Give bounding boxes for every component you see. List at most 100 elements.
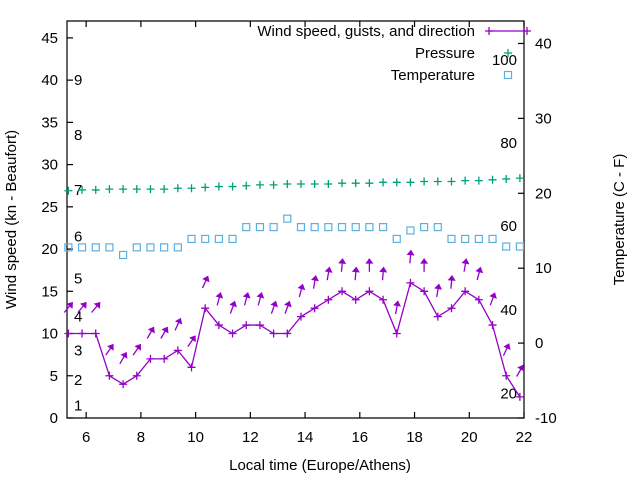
wind-speed-point [105,371,114,380]
y-axis-tick-label: 30 [41,157,58,174]
wind-speed-point [255,321,264,330]
wind-speed-point [502,371,511,380]
fahrenheit-label: 100 [492,52,517,69]
legend-label-0: Wind speed, gusts, and direction [257,23,475,40]
wind-direction-arrow [91,302,101,313]
pressure-point [132,185,141,194]
wind-speed-point [187,363,196,372]
y-axis-tick-label: 0 [50,410,58,427]
fahrenheit-label: 40 [500,302,517,319]
wind-speed-point [351,295,360,304]
wind-speed-point [338,287,347,296]
temperature-point [420,223,429,232]
pressure-point [392,178,401,187]
pressure-point [242,181,251,190]
y-axis-tick-label: 40 [41,72,58,89]
wind-direction-arrow [229,300,237,314]
pressure-point [365,179,374,188]
pressure-point [283,180,292,189]
x-axis-tick-label: 12 [242,429,259,446]
pressure-point [187,184,196,193]
wind-speed-point [488,321,497,330]
pressure-point [78,185,87,194]
y-axis-tick-label: 25 [41,199,58,216]
wind-direction-arrow [284,300,292,314]
pressure-point [474,176,483,185]
x-axis-tick-label: 22 [516,429,533,446]
pressure-point [324,180,333,189]
wind-speed-point [461,287,470,296]
wind-direction-arrow [475,266,484,281]
wind-direction-arrow [351,266,360,281]
temperature-point [515,242,524,251]
wind-direction-arrow [310,275,319,289]
beaufort-label: 5 [74,271,82,288]
wind-direction-arrow [201,275,210,289]
series-wind-markers [64,278,524,401]
wind-direction-arrow [132,343,142,356]
pressure-point [173,184,182,193]
x-axis-tick-label: 14 [297,429,314,446]
pressure-point [91,185,100,194]
temperature-point [187,234,196,244]
beaufort-label: 1 [74,397,82,414]
wind-direction-arrow [160,326,169,339]
pressure-point [488,175,497,184]
wind-direction-arrow [242,292,251,306]
beaufort-label: 4 [74,309,82,326]
wind-speed-point [173,346,182,355]
pressure-point [310,180,319,189]
temperature-point [132,243,141,252]
wind-direction-arrow [146,326,155,339]
wind-direction-arrows [63,249,525,377]
y2-axis-tick-label: 30 [535,110,552,127]
temperature-point [461,234,470,244]
x-axis-tick-label: 18 [406,429,423,446]
x-axis-tick-label: 10 [187,429,204,446]
pressure-point [515,174,524,183]
pressure-point [64,186,73,195]
y2-axis-tick-label: 20 [535,185,552,202]
temperature-point [214,234,223,244]
temperature-point [201,234,210,244]
pressure-point [433,177,442,186]
x-axis-title: Local time (Europe/Athens) [229,457,411,474]
wind-speed-line [68,281,521,398]
wind-speed-point [406,278,415,287]
wind-direction-arrow [420,258,429,272]
pressure-point [502,174,511,183]
wind-direction-arrow [324,266,333,281]
wind-direction-arrow [105,343,114,356]
wind-direction-arrow [434,283,443,298]
y2-axis-title: Temperature (C - F) [611,154,628,286]
wind-speed-point [433,312,442,321]
temperature-point [105,243,114,252]
pressure-point [461,176,470,185]
wind-speed-point [119,380,128,389]
wind-speed-point [132,371,141,380]
pressure-point [201,183,210,192]
y-axis-title: Wind speed (kn - Beaufort) [3,130,20,309]
temperature-point [324,223,333,232]
pressure-point [160,185,169,194]
wind-speed-point [283,329,292,338]
y-axis-tick-label: 5 [50,368,58,385]
pressure-point [105,185,114,194]
wind-speed-point [269,329,278,338]
wind-speed-point [447,304,456,313]
beaufort-label: 9 [74,72,82,89]
pressure-point [296,180,305,189]
wind-direction-arrow [77,302,87,313]
pressure-point [420,177,429,186]
series-temperature [64,214,524,260]
wind-speed-point [146,354,155,363]
pressure-point [269,180,278,189]
wind-direction-arrow [119,351,128,365]
temperature-point [378,223,388,232]
temperature-point [365,223,374,232]
y-axis-tick-label: 35 [41,114,58,131]
wind-speed-point [515,392,524,401]
legend-label-2: Temperature [391,67,475,84]
temperature-point [228,234,237,244]
